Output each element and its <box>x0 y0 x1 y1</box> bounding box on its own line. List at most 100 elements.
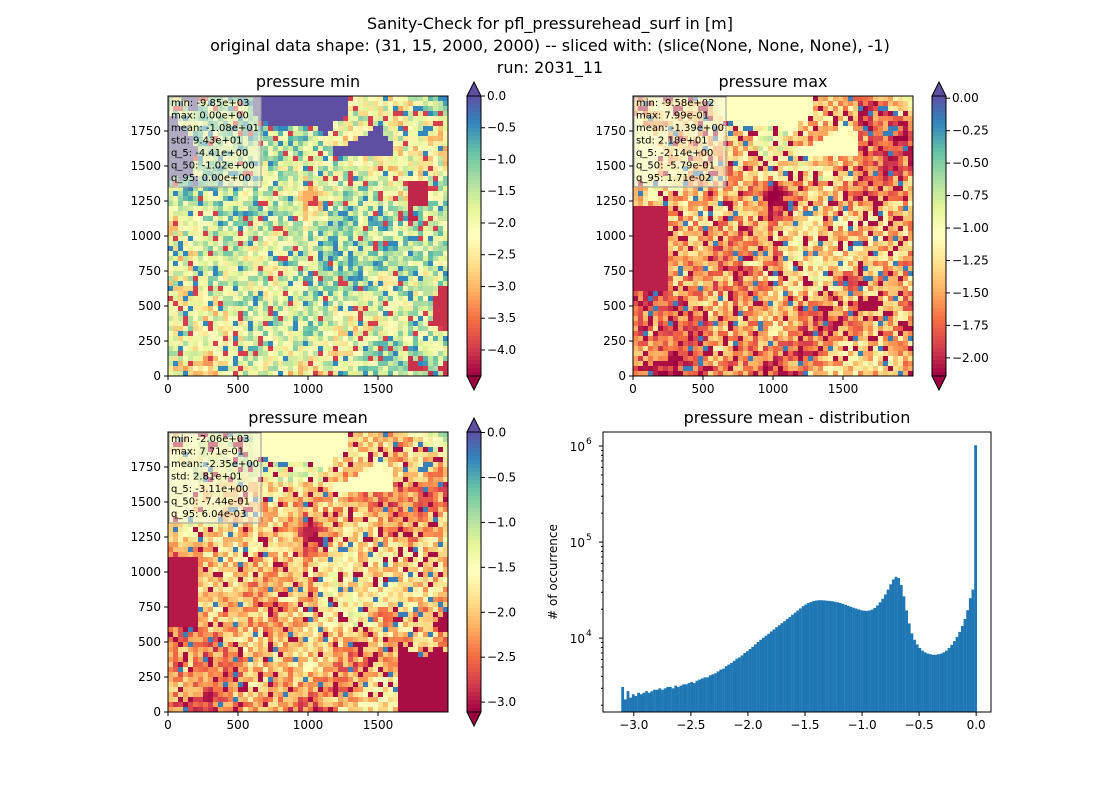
heatmap-cell <box>183 221 189 227</box>
heatmap-cell <box>253 306 259 312</box>
heatmap-cell <box>813 221 819 227</box>
heatmap-cell <box>858 96 864 102</box>
heatmap-cell <box>903 126 909 132</box>
heatmap-cell <box>258 306 264 312</box>
heatmap-cell <box>288 276 294 282</box>
heatmap-cell <box>363 286 369 292</box>
heatmap-cell <box>413 336 419 342</box>
heatmap-cell <box>633 241 639 247</box>
heatmap-cell <box>423 166 429 172</box>
heatmap-cell <box>263 246 269 252</box>
heatmap-cell <box>893 146 899 152</box>
heatmap-cell <box>323 216 329 222</box>
heatmap-cell <box>348 216 354 222</box>
heatmap-cell <box>198 256 204 262</box>
heatmap-cell <box>828 186 834 192</box>
heatmap-cell <box>313 156 319 162</box>
heatmap-cell <box>678 191 684 197</box>
heatmap-cell <box>838 106 844 112</box>
heatmap-cell <box>728 186 734 192</box>
heatmap-cell <box>273 316 279 322</box>
heatmap-cell <box>258 326 264 332</box>
heatmap-cell <box>763 211 769 217</box>
heatmap-cell <box>243 356 249 362</box>
heatmap-cell <box>363 241 369 247</box>
heatmap-cell <box>833 121 839 127</box>
heatmap-cell <box>313 261 319 267</box>
heatmap-cell <box>443 201 449 207</box>
heatmap-cell <box>773 206 779 212</box>
heatmap-cell <box>248 226 254 232</box>
heatmap-cell <box>353 171 359 177</box>
heatmap-cell <box>853 231 859 237</box>
heatmap-cell <box>428 226 434 232</box>
heatmap-cell <box>408 231 414 237</box>
heatmap-cell <box>388 256 394 262</box>
heatmap-cell <box>308 341 314 347</box>
heatmap-cell <box>433 236 439 242</box>
heatmap-cell <box>223 326 229 332</box>
heatmap-cell <box>188 256 194 262</box>
heatmap-cell <box>273 266 279 272</box>
heatmap-cell <box>883 191 889 197</box>
heatmap-cell <box>773 111 779 117</box>
heatmap-cell <box>788 206 794 212</box>
heatmap-cell <box>733 231 739 237</box>
heatmap-cell <box>878 221 884 227</box>
heatmap-cell <box>328 306 334 312</box>
heatmap-cell <box>868 186 874 192</box>
heatmap-cell <box>398 151 404 157</box>
heatmap-cell <box>293 266 299 272</box>
heatmap-cell <box>768 241 774 247</box>
heatmap-cell <box>823 111 829 117</box>
heatmap-cell <box>393 256 399 262</box>
heatmap-cell <box>763 236 769 242</box>
heatmap-cell <box>403 346 409 352</box>
heatmap-cell <box>283 206 289 212</box>
heatmap-cell <box>768 216 774 222</box>
heatmap-cell <box>773 246 779 252</box>
heatmap-cell <box>268 101 274 107</box>
heatmap-cell <box>198 346 204 352</box>
heatmap-cell <box>403 166 409 172</box>
heatmap-cell <box>203 236 209 242</box>
heatmap-cell <box>388 371 394 377</box>
heatmap-cell <box>878 191 884 197</box>
heatmap-cell <box>353 326 359 332</box>
heatmap-cell <box>873 186 879 192</box>
heatmap-cell <box>753 246 759 252</box>
heatmap-cell <box>203 281 209 287</box>
heatmap-cell <box>333 211 339 217</box>
heatmap-cell <box>728 96 734 102</box>
heatmap-cell <box>433 201 439 207</box>
heatmap-cell <box>323 321 329 327</box>
heatmap-cell <box>178 186 184 192</box>
heatmap-cell <box>443 131 449 137</box>
heatmap-cell <box>903 116 909 122</box>
heatmap-cell <box>823 156 829 162</box>
heatmap-cell <box>813 241 819 247</box>
heatmap-cell <box>338 166 344 172</box>
heatmap-cell <box>423 111 429 117</box>
heatmap-cell <box>393 341 399 347</box>
heatmap-cell <box>823 191 829 197</box>
heatmap-cell <box>413 281 419 287</box>
heatmap-cell <box>303 311 309 317</box>
heatmap-cell <box>223 231 229 237</box>
heatmap-cell <box>188 371 194 377</box>
heatmap-cell <box>368 141 374 147</box>
heatmap-cell <box>223 281 229 287</box>
heatmap-cell <box>823 176 829 182</box>
heatmap-cell <box>723 221 729 227</box>
colorbar: 0.0−0.5−1.0−1.5−2.0−2.5−3.0−3.5−4.0 <box>466 80 516 392</box>
heatmap-cell <box>328 176 334 182</box>
heatmap-cell <box>218 206 224 212</box>
heatmap-cell <box>193 371 199 377</box>
heatmap-cell <box>778 231 784 237</box>
heatmap-cell <box>298 121 304 127</box>
heatmap-cell <box>443 236 449 242</box>
heatmap-cell <box>398 311 404 317</box>
heatmap-cell <box>648 236 654 242</box>
heatmap-cell <box>808 201 814 207</box>
heatmap-cell <box>323 256 329 262</box>
